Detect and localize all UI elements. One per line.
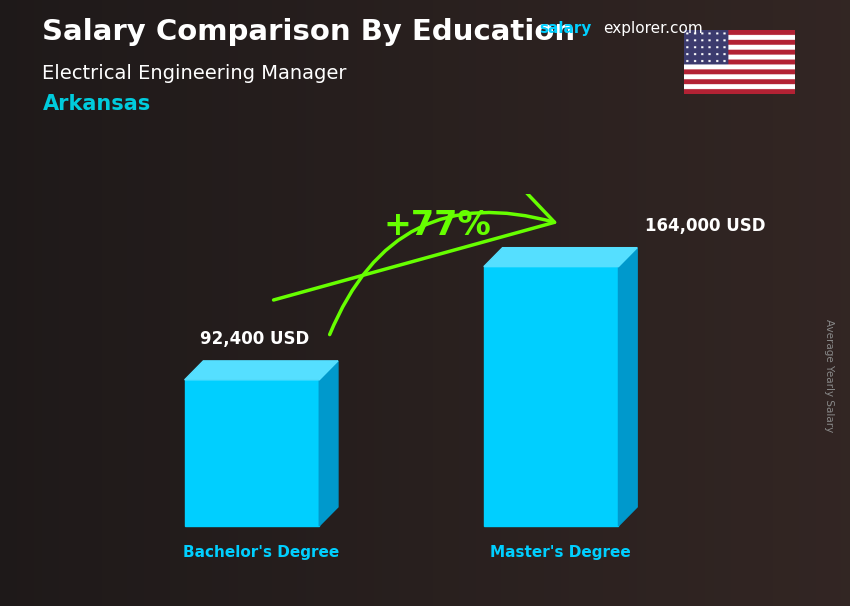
Polygon shape: [184, 361, 338, 380]
Text: Salary Comparison By Education: Salary Comparison By Education: [42, 18, 575, 46]
Polygon shape: [484, 248, 638, 267]
Bar: [484, 267, 619, 526]
Text: Bachelor's Degree: Bachelor's Degree: [183, 545, 339, 560]
Text: explorer.com: explorer.com: [604, 21, 703, 36]
Text: Arkansas: Arkansas: [42, 94, 150, 114]
FancyArrowPatch shape: [274, 11, 554, 335]
Text: Electrical Engineering Manager: Electrical Engineering Manager: [42, 64, 347, 82]
Text: 164,000 USD: 164,000 USD: [644, 217, 765, 235]
Bar: [184, 380, 320, 526]
Polygon shape: [320, 361, 338, 526]
Polygon shape: [619, 248, 638, 526]
Text: +77%: +77%: [383, 208, 491, 242]
Text: Average Yearly Salary: Average Yearly Salary: [824, 319, 834, 432]
Text: Master's Degree: Master's Degree: [490, 545, 631, 560]
Text: salary: salary: [540, 21, 592, 36]
Text: 92,400 USD: 92,400 USD: [200, 330, 309, 348]
